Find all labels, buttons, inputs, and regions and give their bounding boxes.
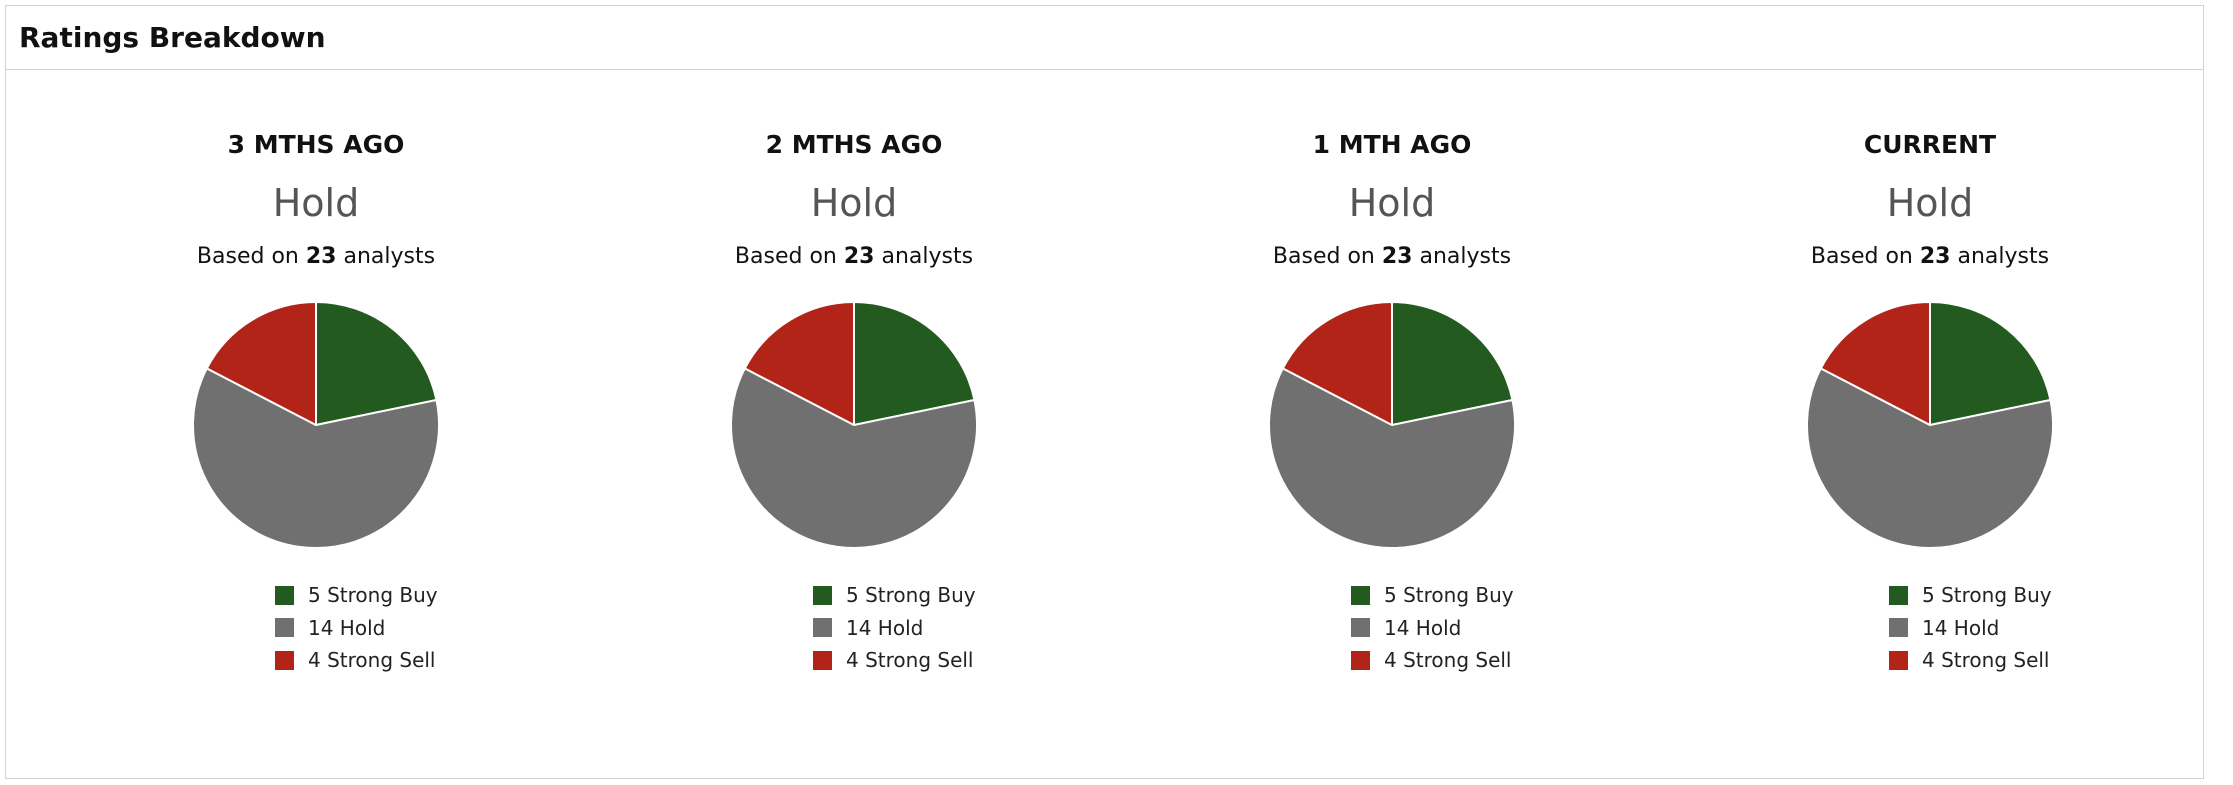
analyst-count: 23 xyxy=(305,244,337,269)
legend-label: 14 Hold xyxy=(308,615,386,640)
legend-item-hold: 14 Hold xyxy=(275,612,438,645)
based-prefix: Based on xyxy=(196,244,299,269)
analyst-count-text: Based on 23 analysts xyxy=(1122,244,1662,269)
based-suffix: analysts xyxy=(881,244,974,269)
legend-swatch-strong-buy xyxy=(275,585,294,605)
consensus-rating: Hold xyxy=(810,181,898,225)
analyst-count: 23 xyxy=(1919,244,1951,269)
legend-label: 14 Hold xyxy=(1384,615,1462,640)
ratings-breakdown-panel: Ratings Breakdown 3 MTHS AGO Hold Based … xyxy=(5,5,2204,779)
legend-item-strong-buy: 5 Strong Buy xyxy=(1351,579,1514,612)
legend-swatch-strong-sell xyxy=(1889,650,1908,670)
legend-swatch-strong-buy xyxy=(1351,585,1370,605)
legend-label: 4 Strong Sell xyxy=(308,648,436,673)
period-title: 2 MTHS AGO xyxy=(765,130,943,159)
legend-swatch-hold xyxy=(813,618,832,638)
legend-item-strong-buy: 5 Strong Buy xyxy=(275,579,438,612)
legend-swatch-strong-sell xyxy=(275,650,294,670)
legend-label: 14 Hold xyxy=(846,615,924,640)
legend-label: 4 Strong Sell xyxy=(846,648,974,673)
pie-slice-hold[interactable] xyxy=(1268,367,1516,549)
panel-header: Ratings Breakdown xyxy=(6,6,2203,70)
pie-slice-strong-sell[interactable] xyxy=(1281,301,1393,426)
pie-legend: 5 Strong Buy 14 Hold 4 Strong Sell xyxy=(275,579,438,677)
legend-label: 4 Strong Sell xyxy=(1922,648,2050,673)
pie-slice-strong-sell[interactable] xyxy=(205,301,317,426)
analyst-count: 23 xyxy=(843,244,875,269)
ratings-pie-chart xyxy=(192,301,440,549)
legend-swatch-strong-sell xyxy=(1351,650,1370,670)
period-title: 3 MTHS AGO xyxy=(227,130,405,159)
legend-item-hold: 14 Hold xyxy=(1889,612,2052,645)
legend-item-strong-sell: 4 Strong Sell xyxy=(1889,644,2052,677)
based-suffix: analysts xyxy=(1419,244,1512,269)
legend-label: 5 Strong Buy xyxy=(846,583,976,608)
pie-slice-hold[interactable] xyxy=(730,367,978,549)
based-suffix: analysts xyxy=(1957,244,2050,269)
legend-swatch-hold xyxy=(275,618,294,638)
rating-column-1-month-ago: 1 MTH AGO Hold Based on 23 analysts 5 St… xyxy=(1122,70,1662,770)
pie-legend: 5 Strong Buy 14 Hold 4 Strong Sell xyxy=(1351,579,1514,677)
analyst-count-text: Based on 23 analysts xyxy=(584,244,1124,269)
based-suffix: analysts xyxy=(343,244,436,269)
legend-label: 5 Strong Buy xyxy=(1922,583,2052,608)
analyst-count-text: Based on 23 analysts xyxy=(46,244,586,269)
pie-slice-strong-sell[interactable] xyxy=(743,301,855,426)
pie-slice-strong-buy[interactable] xyxy=(1929,301,2052,426)
legend-swatch-strong-buy xyxy=(813,585,832,605)
legend-swatch-hold xyxy=(1889,618,1908,638)
consensus-rating: Hold xyxy=(1886,181,1974,225)
legend-label: 5 Strong Buy xyxy=(1384,583,1514,608)
consensus-rating: Hold xyxy=(1348,181,1436,225)
ratings-pie-chart xyxy=(1806,301,2054,549)
period-title: 1 MTH AGO xyxy=(1312,130,1472,159)
pie-slice-strong-sell[interactable] xyxy=(1819,301,1931,426)
legend-label: 5 Strong Buy xyxy=(308,583,438,608)
consensus-rating: Hold xyxy=(272,181,360,225)
legend-item-strong-sell: 4 Strong Sell xyxy=(813,644,976,677)
legend-item-strong-buy: 5 Strong Buy xyxy=(813,579,976,612)
pie-slice-strong-buy[interactable] xyxy=(1391,301,1514,426)
legend-item-hold: 14 Hold xyxy=(1351,612,1514,645)
analyst-count: 23 xyxy=(1381,244,1413,269)
pie-slice-hold[interactable] xyxy=(1806,367,2054,549)
legend-swatch-strong-sell xyxy=(813,650,832,670)
legend-item-strong-buy: 5 Strong Buy xyxy=(1889,579,2052,612)
based-prefix: Based on xyxy=(734,244,837,269)
rating-column-2-months-ago: 2 MTHS AGO Hold Based on 23 analysts 5 S… xyxy=(584,70,1124,770)
analyst-count-text: Based on 23 analysts xyxy=(1660,244,2200,269)
legend-item-hold: 14 Hold xyxy=(813,612,976,645)
based-prefix: Based on xyxy=(1810,244,1913,269)
based-prefix: Based on xyxy=(1272,244,1375,269)
pie-slice-strong-buy[interactable] xyxy=(853,301,976,426)
ratings-pie-chart xyxy=(1268,301,1516,549)
legend-label: 14 Hold xyxy=(1922,615,2000,640)
ratings-pie-chart xyxy=(730,301,978,549)
pie-legend: 5 Strong Buy 14 Hold 4 Strong Sell xyxy=(813,579,976,677)
period-title: CURRENT xyxy=(1863,130,1997,159)
pie-slice-strong-buy[interactable] xyxy=(315,301,438,426)
rating-column-3-months-ago: 3 MTHS AGO Hold Based on 23 analysts 5 S… xyxy=(46,70,586,770)
legend-item-strong-sell: 4 Strong Sell xyxy=(275,644,438,677)
legend-swatch-strong-buy xyxy=(1889,585,1908,605)
rating-column-current: CURRENT Hold Based on 23 analysts 5 Stro… xyxy=(1660,70,2200,770)
legend-item-strong-sell: 4 Strong Sell xyxy=(1351,644,1514,677)
legend-swatch-hold xyxy=(1351,618,1370,638)
pie-slice-hold[interactable] xyxy=(192,367,440,549)
pie-legend: 5 Strong Buy 14 Hold 4 Strong Sell xyxy=(1889,579,2052,677)
legend-label: 4 Strong Sell xyxy=(1384,648,1512,673)
panel-title: Ratings Breakdown xyxy=(19,21,326,54)
